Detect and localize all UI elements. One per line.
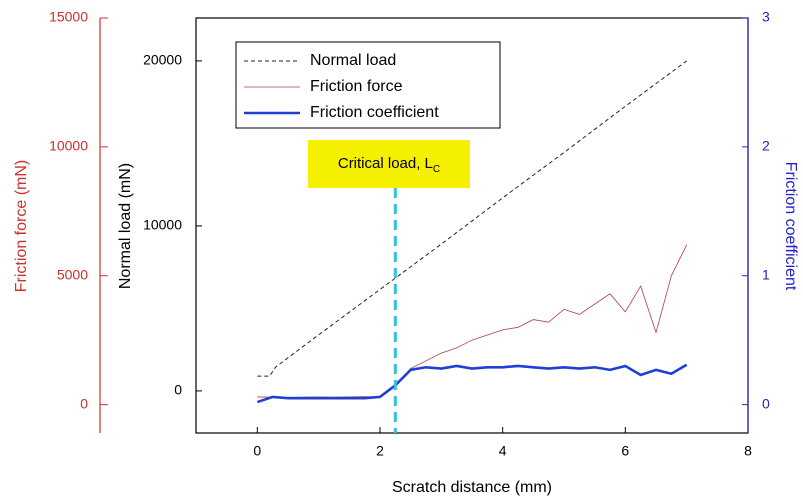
y-tick-label: 0 (174, 382, 182, 398)
y3-tick-label: 2 (762, 138, 770, 154)
y-tick-label: 10000 (143, 217, 182, 233)
y2-axis-title: Friction force (mN) (13, 160, 30, 292)
annotation-box (308, 140, 470, 188)
y-axis-title: Normal load (mN) (117, 163, 134, 289)
x-tick-label: 0 (253, 443, 261, 459)
y3-tick-label: 1 (762, 266, 770, 282)
y3-tick-label: 0 (762, 395, 770, 411)
legend-label: Friction coefficient (310, 104, 439, 121)
y2-tick-label: 10000 (49, 138, 88, 154)
legend-label: Friction force (310, 78, 403, 95)
x-tick-label: 2 (376, 443, 384, 459)
y3-axis-title: Friction coefficient (782, 162, 799, 291)
x-tick-label: 4 (499, 443, 507, 459)
legend-label: Normal load (310, 52, 396, 69)
series-line (256, 363, 688, 404)
annotation-subscript: C (433, 164, 440, 175)
y2-tick-label: 15000 (49, 9, 88, 25)
series-line (257, 60, 687, 377)
y-tick-label: 20000 (143, 52, 182, 68)
x-tick-label: 6 (621, 443, 629, 459)
y3-tick-label: 3 (762, 9, 770, 25)
annotation-main: Critical load, L (338, 155, 433, 172)
annotation-text: Critical load, LC (338, 155, 440, 175)
x-tick-label: 8 (744, 443, 752, 459)
x-axis-title: Scratch distance (mm) (392, 479, 552, 496)
series-line (257, 244, 688, 398)
y2-tick-label: 5000 (57, 266, 88, 282)
y2-tick-label: 0 (80, 395, 88, 411)
